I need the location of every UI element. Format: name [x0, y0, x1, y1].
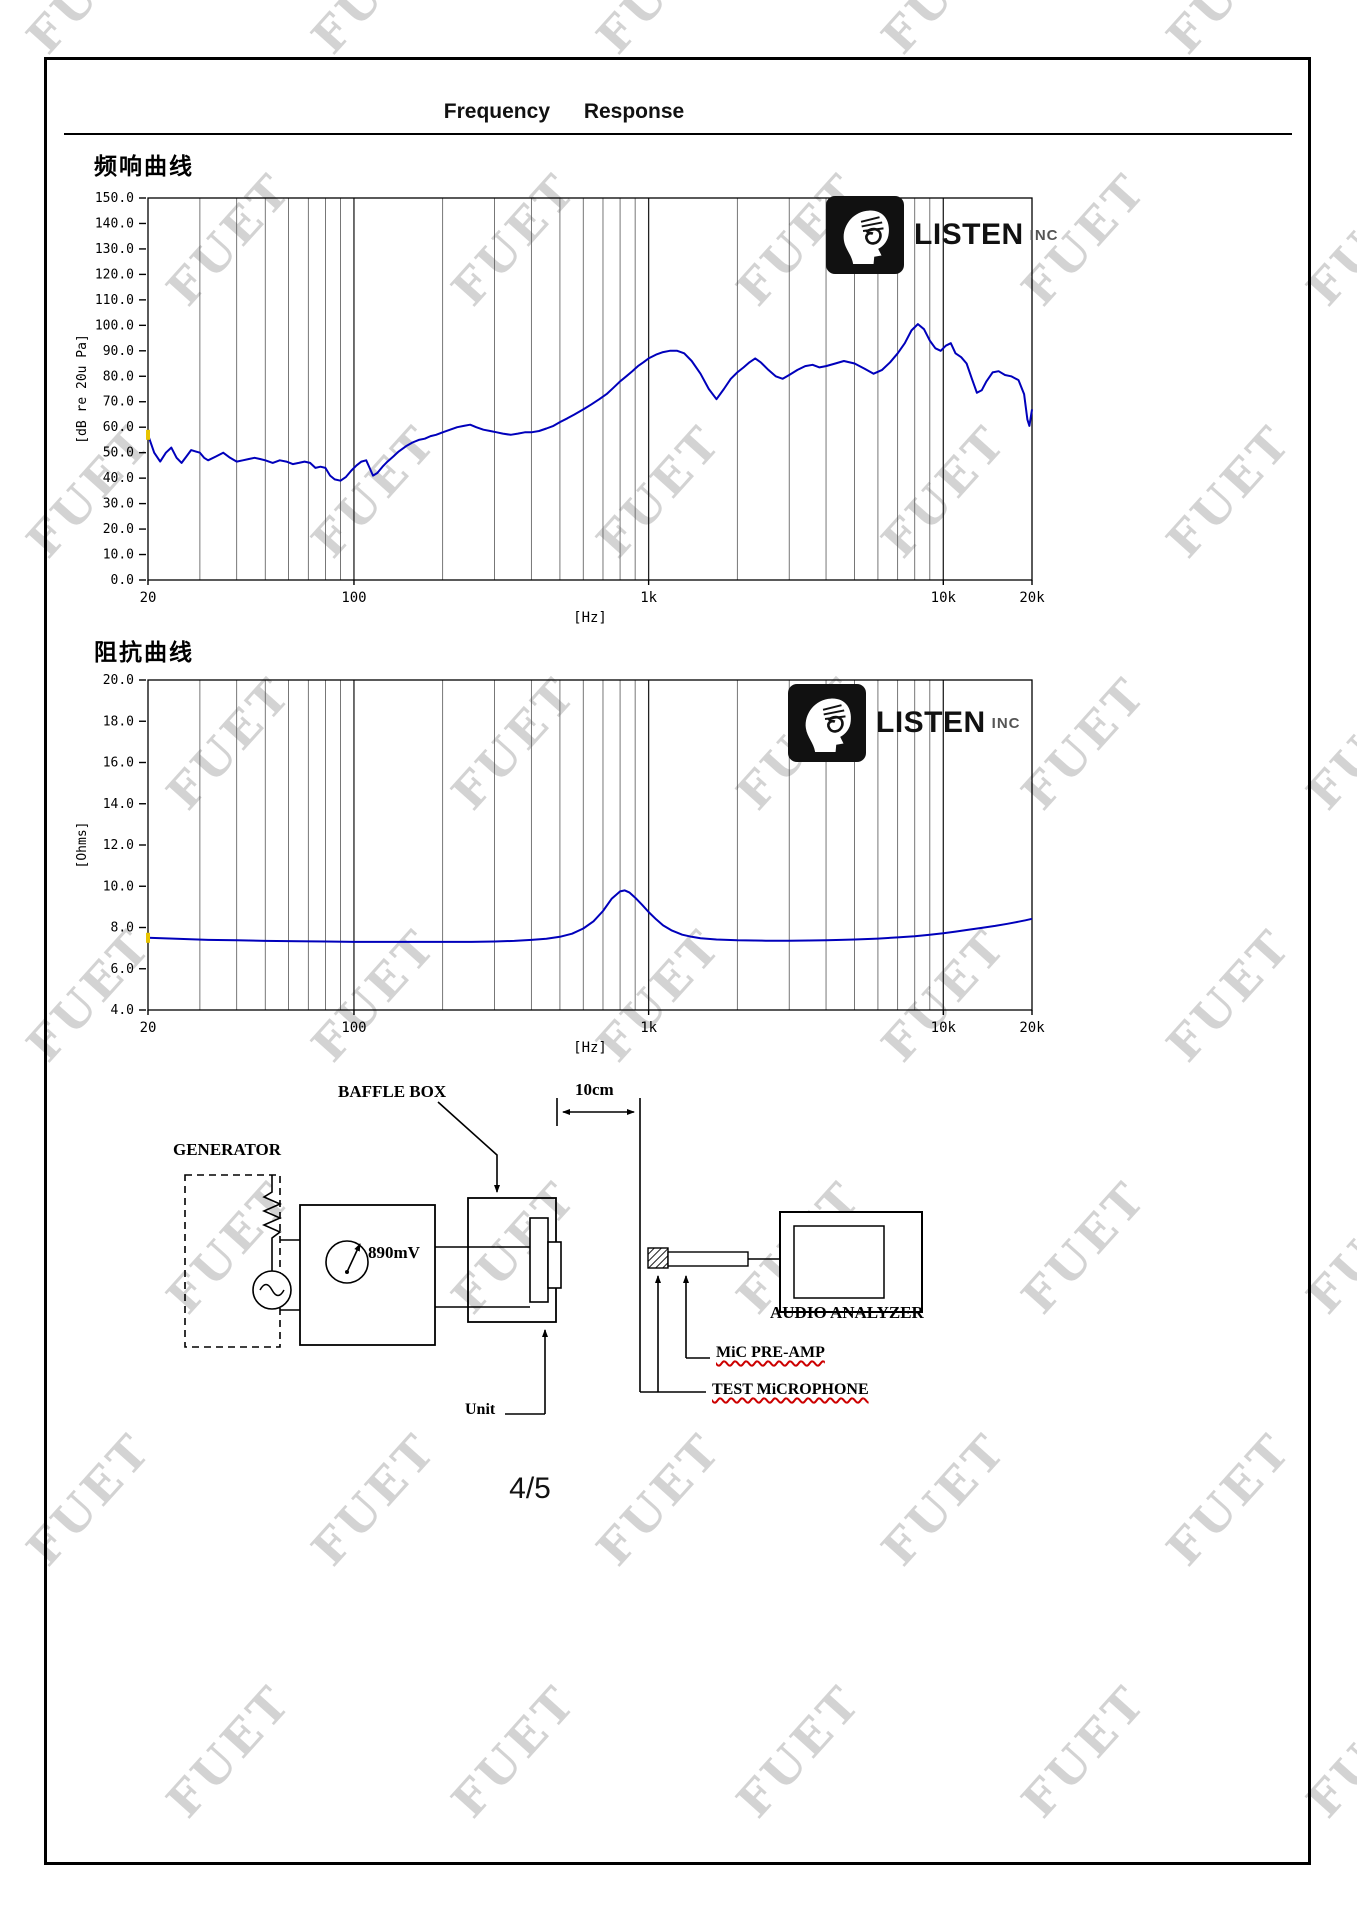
watermark: FUET — [301, 0, 447, 64]
listen-inc-logo: LISTEN INC — [826, 196, 1059, 274]
cursor-marker — [146, 429, 150, 440]
svg-text:100: 100 — [341, 1020, 366, 1036]
svg-text:[dB re 20u Pa]: [dB re 20u Pa] — [75, 334, 90, 444]
page-border — [44, 57, 1311, 1865]
svg-text:14.0: 14.0 — [103, 797, 134, 812]
svg-text:140.0: 140.0 — [95, 216, 134, 231]
svg-text:4.0: 4.0 — [111, 1003, 134, 1018]
audio-analyzer-screen — [793, 1225, 885, 1299]
frequency-response-chart: 0.0 10.0 20.0 30.0 40.0 50.0 60.0 70.0 80.0 90.0 1… — [60, 188, 1100, 640]
logo-suffix-text: INC — [1029, 226, 1059, 244]
logo-brand-text: LISTEN — [876, 706, 986, 739]
generator-label: GENERATOR — [173, 1140, 282, 1159]
section-heading-frequency-response: 频响曲线 — [94, 154, 194, 180]
svg-text:10k: 10k — [931, 1020, 957, 1036]
svg-text:40.0: 40.0 — [103, 471, 134, 486]
svg-text:10.0: 10.0 — [103, 548, 134, 563]
svg-text:8.0: 8.0 — [111, 921, 134, 936]
svg-text:16.0: 16.0 — [103, 756, 134, 771]
watermark: FUET — [1156, 0, 1302, 64]
speaker-unit — [529, 1217, 549, 1303]
svg-text:20.0: 20.0 — [103, 522, 134, 537]
listen-logo-head-icon — [788, 684, 866, 762]
watermark: FUET — [586, 0, 732, 64]
svg-text:60.0: 60.0 — [103, 420, 134, 435]
baffle-box-leader — [437, 1101, 500, 1193]
section-heading-impedance: 阻抗曲线 — [94, 640, 194, 666]
svg-text:50.0: 50.0 — [103, 446, 134, 461]
generator-box — [184, 1174, 281, 1348]
baffle-box-label: BAFFLE BOX — [338, 1082, 447, 1101]
test-microphone-label: TEST MiCROPHONE — [712, 1381, 869, 1398]
data-curve — [147, 889, 1033, 943]
svg-text:6.0: 6.0 — [111, 962, 134, 977]
logo-suffix-text: INC — [991, 714, 1021, 732]
voltage-label: 890mV — [368, 1243, 420, 1262]
logo-brand-text: LISTEN — [914, 218, 1024, 251]
page-title: Frequency Response — [443, 100, 685, 123]
distance-label: 10cm — [575, 1080, 614, 1099]
svg-text:20k: 20k — [1019, 1020, 1045, 1036]
svg-text:90.0: 90.0 — [103, 344, 134, 359]
svg-text:150.0: 150.0 — [95, 191, 134, 206]
cursor-marker — [146, 932, 150, 943]
test-microphone-capsule — [647, 1247, 669, 1269]
page-number: 4/5 — [509, 1472, 551, 1505]
svg-text:130.0: 130.0 — [95, 242, 134, 257]
svg-text:110.0: 110.0 — [95, 293, 134, 308]
svg-text:70.0: 70.0 — [103, 395, 134, 410]
test-setup-diagram — [184, 1098, 923, 1415]
resistor-symbol — [262, 1175, 282, 1252]
listen-logo-head-icon — [826, 196, 904, 274]
svg-text:0.0: 0.0 — [111, 573, 134, 588]
svg-text:100.0: 100.0 — [95, 318, 134, 333]
svg-text:20: 20 — [140, 1020, 157, 1036]
mic-preamp-label: MiC PRE-AMP — [716, 1344, 825, 1361]
listen-inc-logo-2: LISTEN INC — [788, 684, 1021, 762]
svg-text:10.0: 10.0 — [103, 879, 134, 894]
svg-text:[Ohms]: [Ohms] — [75, 822, 90, 869]
svg-text:20k: 20k — [1019, 590, 1045, 606]
svg-text:1k: 1k — [640, 590, 657, 606]
svg-text:[Hz]: [Hz] — [573, 1040, 607, 1056]
svg-text:12.0: 12.0 — [103, 838, 134, 853]
chart-canvas: 0.0 10.0 20.0 30.0 40.0 50.0 60.0 70.0 80.0 90.0 1… — [75, 191, 1045, 626]
svg-text:20.0: 20.0 — [103, 673, 134, 688]
svg-text:20: 20 — [140, 590, 157, 606]
watermark: FUET — [16, 0, 162, 64]
svg-text:120.0: 120.0 — [95, 267, 134, 282]
svg-text:100: 100 — [341, 590, 366, 606]
svg-text:30.0: 30.0 — [103, 497, 134, 512]
audio-analyzer-label: AUDIO ANALYZER — [770, 1303, 924, 1322]
svg-text:80.0: 80.0 — [103, 369, 134, 384]
data-curve — [147, 323, 1033, 482]
unit-label: Unit — [465, 1401, 496, 1418]
watermark: FUET — [871, 0, 1017, 64]
svg-text:1k: 1k — [640, 1020, 657, 1036]
svg-text:18.0: 18.0 — [103, 714, 134, 729]
svg-text:10k: 10k — [931, 590, 957, 606]
svg-text:[Hz]: [Hz] — [573, 610, 607, 626]
voltmeter-dial-icon — [325, 1240, 369, 1284]
mic-preamp-body — [667, 1251, 749, 1267]
title-rule — [64, 133, 1292, 135]
voltmeter-box — [299, 1204, 436, 1346]
